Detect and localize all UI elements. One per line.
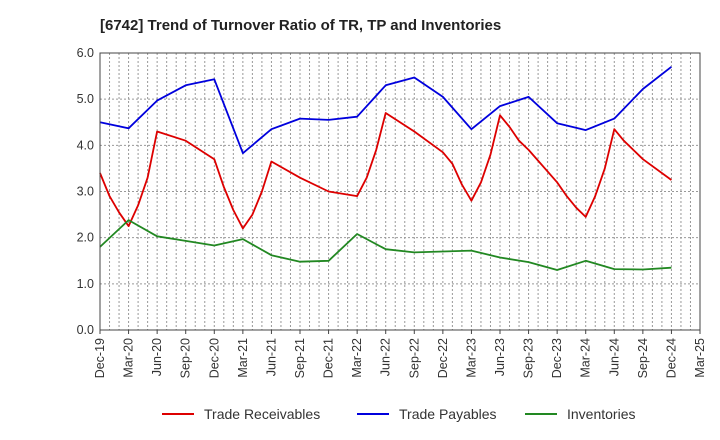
x-tick-label: Dec-20: [207, 338, 221, 378]
x-tick-label: Mar-22: [350, 338, 364, 378]
x-tick-label: Sep-22: [407, 338, 421, 378]
legend-label-trade-payables: Trade Payables: [399, 406, 497, 422]
plot-frame: [99, 52, 701, 331]
x-tick-label: Mar-23: [464, 338, 478, 378]
grid: [100, 53, 700, 330]
trade-payables-line: [99, 66, 672, 155]
series-lines: [99, 66, 672, 271]
x-tick-label: Jun-24: [607, 338, 621, 376]
y-tick-label: 5.0: [77, 92, 94, 106]
y-tick-label: 2.0: [77, 231, 94, 245]
x-tick-label: Jun-23: [493, 338, 507, 376]
x-tick-label: Dec-24: [664, 338, 678, 378]
trade-receivables-line: [99, 112, 672, 230]
x-tick-label: Dec-19: [93, 338, 107, 378]
x-tick-label: Sep-24: [636, 338, 650, 378]
x-tick-label: Sep-21: [293, 338, 307, 378]
x-tick-label: Mar-24: [579, 338, 593, 378]
x-tick-label: Sep-20: [179, 338, 193, 378]
x-tick-label: Dec-21: [322, 338, 336, 378]
y-axis-ticks: 0.0 1.0 2.0 3.0 4.0 5.0 6.0: [77, 46, 94, 337]
x-tick-label: Dec-22: [436, 338, 450, 378]
x-axis-ticks: Dec-19 Mar-20 Jun-20 Sep-20 Dec-20 Mar-21 Jun-…: [93, 330, 707, 378]
x-tick-label: Jun-21: [264, 338, 278, 376]
legend-label-trade-receivables: Trade Receivables: [204, 406, 320, 422]
x-tick-label: Jun-22: [379, 338, 393, 376]
x-tick-label: Jun-20: [150, 338, 164, 376]
y-tick-label: 0.0: [77, 323, 94, 337]
y-tick-label: 4.0: [77, 138, 94, 152]
legend-label-inventories: Inventories: [567, 406, 635, 422]
x-tick-label: Mar-20: [122, 338, 136, 378]
x-tick-label: Mar-21: [236, 338, 250, 378]
legend: Trade Receivables Trade Payables Inventori…: [162, 406, 635, 422]
x-tick-label: Sep-23: [522, 338, 536, 378]
y-tick-label: 6.0: [77, 46, 94, 60]
y-tick-label: 3.0: [77, 185, 94, 199]
x-tick-label: Dec-23: [550, 338, 564, 378]
y-tick-label: 1.0: [77, 277, 94, 291]
inventories-line: [99, 219, 672, 271]
chart-title: [6742] Trend of Turnover Ratio of TR, TP…: [100, 17, 501, 34]
x-tick-label: Mar-25: [693, 338, 707, 378]
